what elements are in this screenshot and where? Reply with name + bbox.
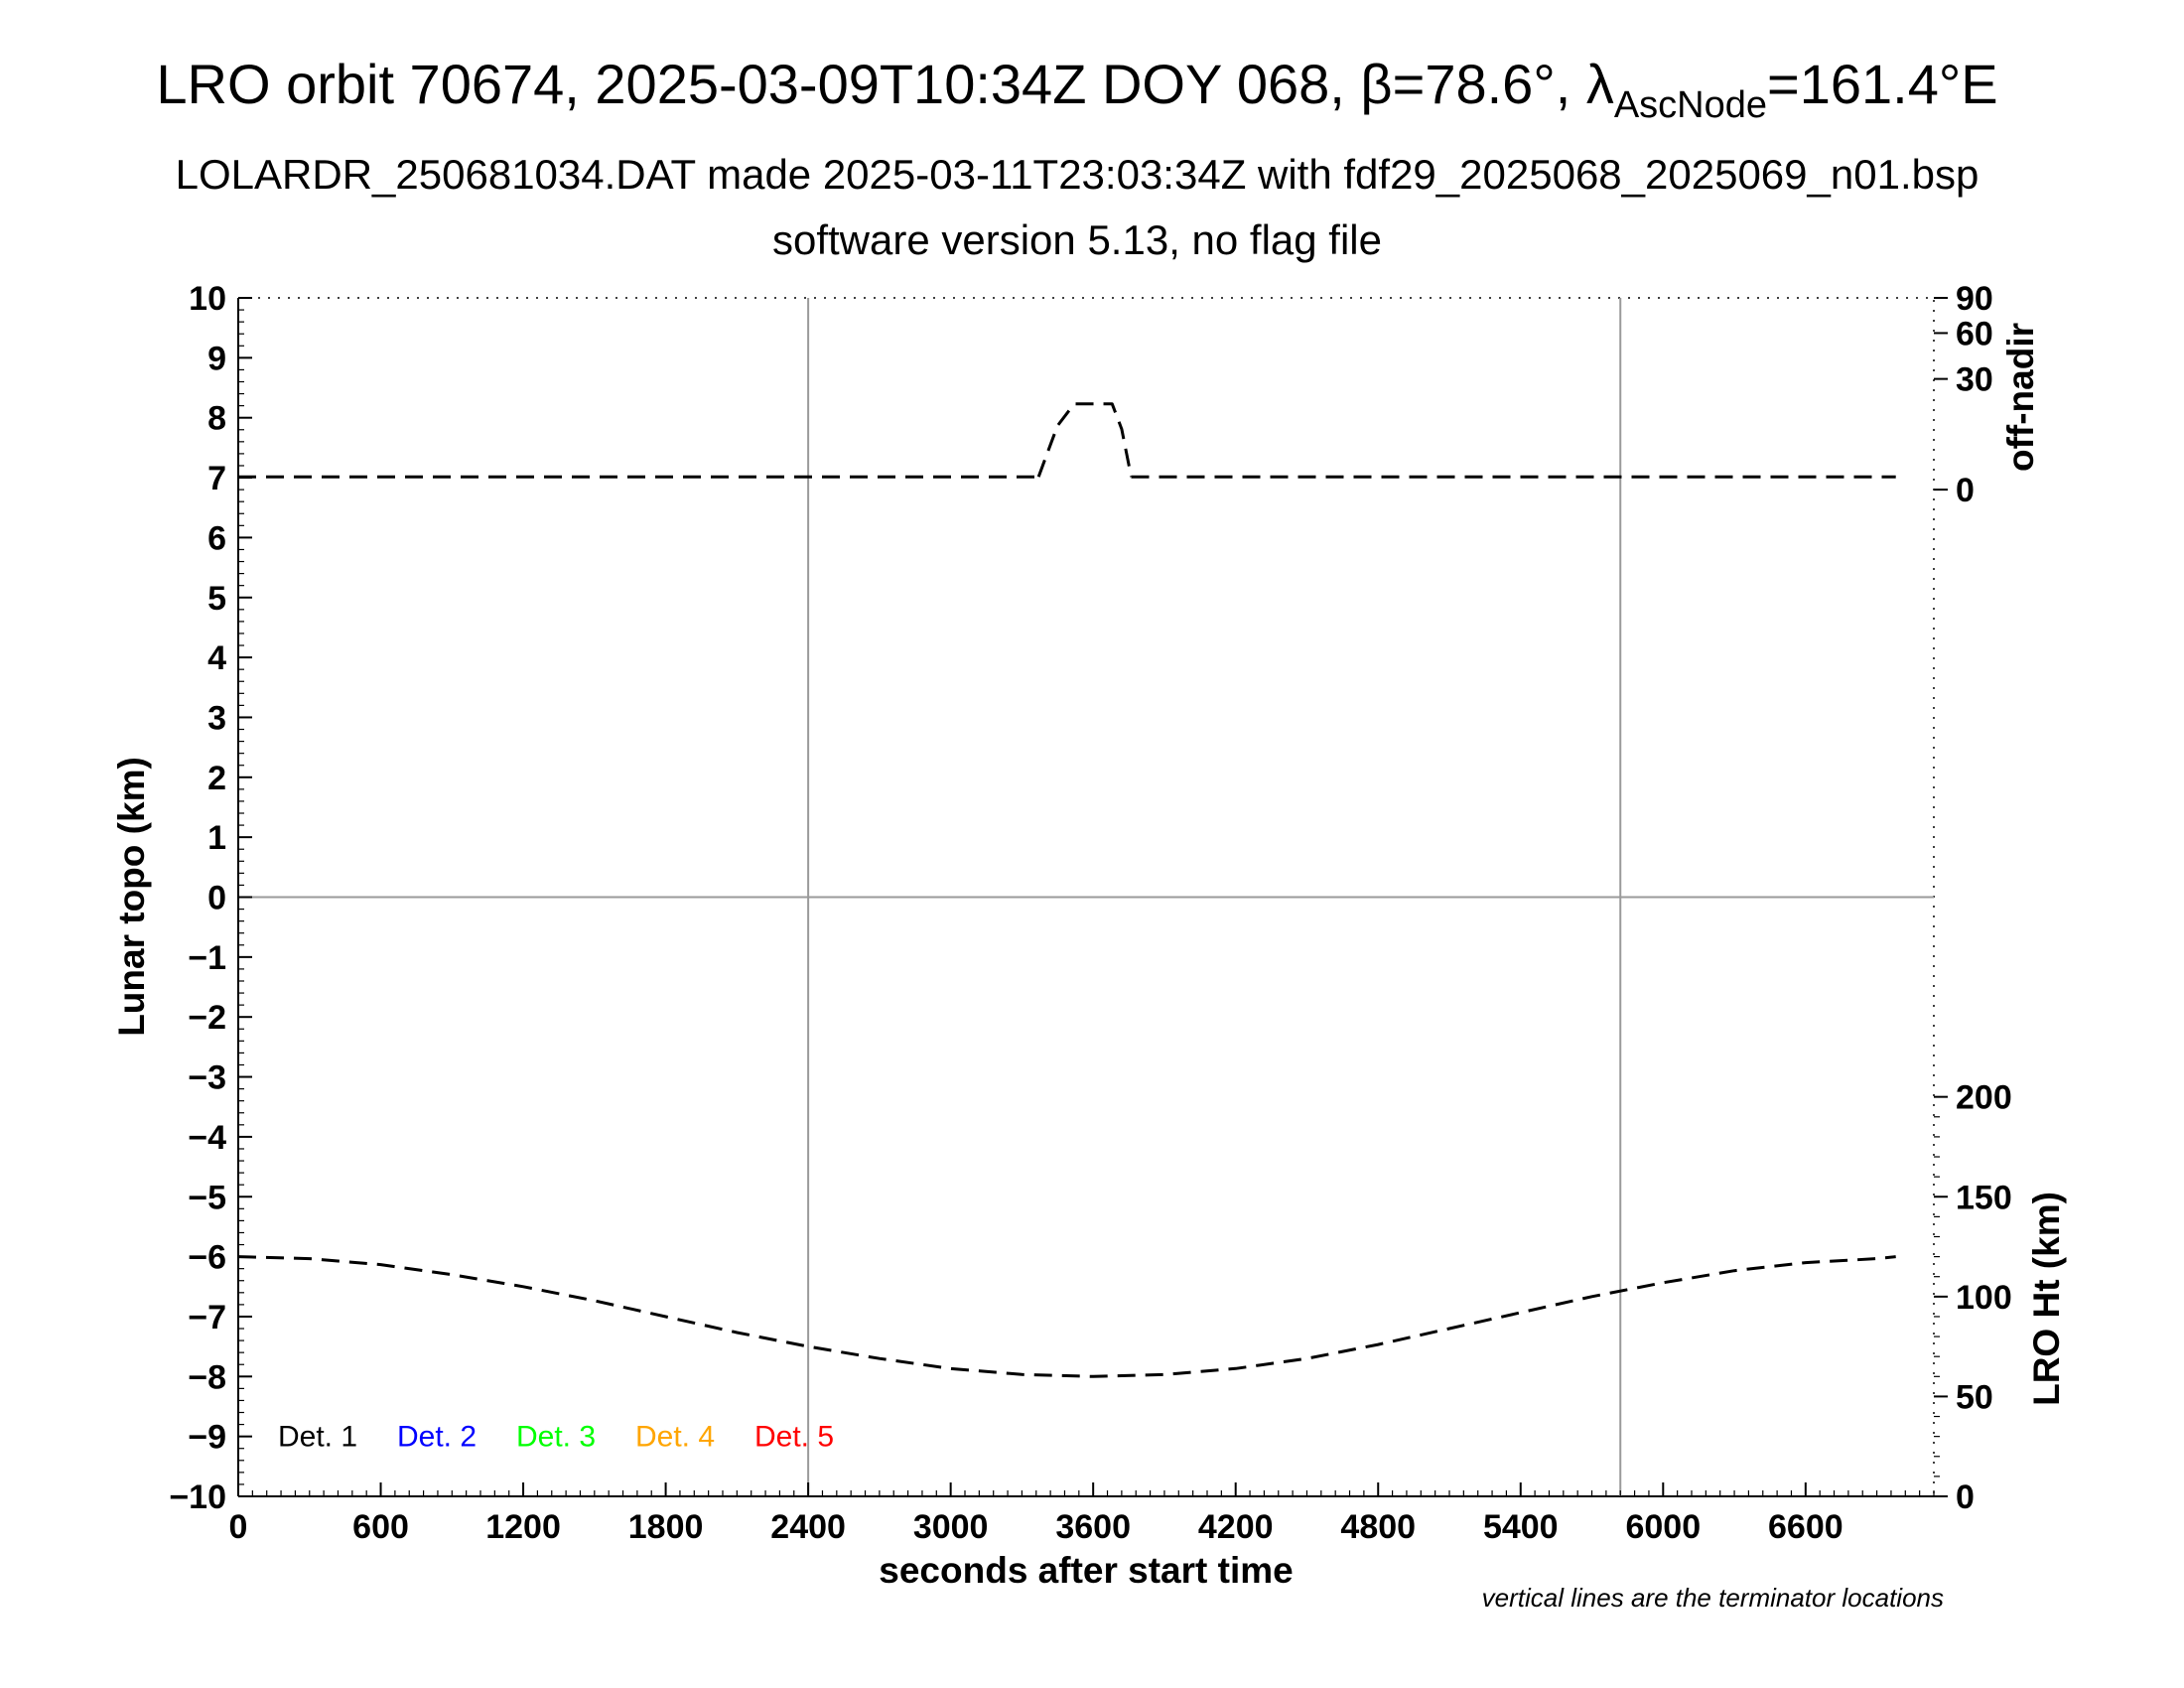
off-nadir-tick-label: 30 bbox=[1956, 361, 1993, 399]
off-nadir-axis-label: off-nadir bbox=[2000, 323, 2041, 472]
y-tick-label: −4 bbox=[188, 1119, 226, 1157]
grid-lines bbox=[238, 298, 1934, 1496]
x-tick-label: 1800 bbox=[628, 1508, 704, 1546]
y-axis-label: Lunar topo (km) bbox=[111, 757, 152, 1037]
legend-entry: Det. 2 bbox=[397, 1421, 477, 1454]
x-tick-label: 6000 bbox=[1625, 1508, 1701, 1546]
y-tick-label: 5 bbox=[207, 580, 226, 618]
chart-subtitle-software: software version 5.13, no flag file bbox=[772, 216, 1382, 263]
chart-title-main: LRO orbit 70674, 2025-03-09T10:34Z DOY 0… bbox=[156, 53, 1613, 115]
x-axis-label: seconds after start time bbox=[879, 1550, 1293, 1591]
y-tick-label: 3 bbox=[207, 699, 226, 737]
y-tick-label: −1 bbox=[188, 939, 226, 977]
y-tick-label: −7 bbox=[188, 1299, 226, 1336]
y-tick-label: −2 bbox=[188, 999, 226, 1037]
lro-height-axis-label: LRO Ht (km) bbox=[2026, 1192, 2067, 1406]
off-nadir-tick-label: 60 bbox=[1956, 315, 1993, 352]
off-nadir-tick-label: 90 bbox=[1956, 280, 1993, 318]
y-tick-label: 10 bbox=[189, 280, 226, 318]
legend-entry: Det. 4 bbox=[635, 1421, 715, 1454]
chart-title-suffix: =161.4°E bbox=[1767, 53, 1998, 115]
x-tick-label: 1200 bbox=[485, 1508, 561, 1546]
lro-height-tick-label: 100 bbox=[1956, 1279, 2012, 1317]
terminator-note: vertical lines are the terminator locati… bbox=[1482, 1583, 1944, 1613]
detector-legend: Det. 1 Det. 2 Det. 3 Det. 4 Det. 5 bbox=[278, 1421, 834, 1454]
y-tick-label: 0 bbox=[207, 880, 226, 917]
data-series bbox=[237, 402, 1896, 1378]
lro-height-tick-label: 150 bbox=[1956, 1179, 2012, 1216]
x-tick-label: 600 bbox=[352, 1508, 409, 1546]
y-tick-label: 8 bbox=[207, 400, 226, 438]
x-tick-label: 3600 bbox=[1055, 1508, 1131, 1546]
legend-entry: Det. 5 bbox=[754, 1421, 834, 1454]
axis-ticks: 0 600 1200 1800 2400 3000 3600 4200 4800 5400 6000… bbox=[169, 280, 2011, 1546]
y-tick-label: −3 bbox=[188, 1059, 226, 1097]
off-nadir-tick-label: 0 bbox=[1956, 472, 1975, 509]
lro-height-series bbox=[237, 1255, 1896, 1378]
y-tick-label: −5 bbox=[188, 1179, 226, 1216]
y-tick-label: 7 bbox=[207, 460, 226, 497]
chart-title: LRO orbit 70674, 2025-03-09T10:34Z DOY 0… bbox=[156, 53, 1997, 126]
y-tick-label: −10 bbox=[169, 1478, 226, 1516]
y-tick-label: 2 bbox=[207, 760, 226, 797]
x-tick-label: 0 bbox=[229, 1508, 248, 1546]
x-tick-label: 4200 bbox=[1198, 1508, 1274, 1546]
y-tick-label: 1 bbox=[207, 819, 226, 857]
x-tick-label: 6600 bbox=[1768, 1508, 1843, 1546]
lro-height-tick-label: 50 bbox=[1956, 1378, 1993, 1416]
x-tick-label: 4800 bbox=[1340, 1508, 1416, 1546]
legend-entry: Det. 1 bbox=[278, 1421, 357, 1454]
y-tick-label: −8 bbox=[188, 1358, 226, 1396]
y-tick-label: 4 bbox=[207, 639, 226, 677]
x-tick-label: 2400 bbox=[770, 1508, 846, 1546]
lro-height-tick-label: 200 bbox=[1956, 1079, 2012, 1117]
chart-title-subscript: AscNode bbox=[1614, 84, 1767, 126]
y-tick-label: −6 bbox=[188, 1239, 226, 1277]
y-tick-label: 6 bbox=[207, 519, 226, 557]
lro-height-tick-label: 0 bbox=[1956, 1478, 1975, 1516]
x-tick-label: 3000 bbox=[913, 1508, 989, 1546]
y-tick-label: −9 bbox=[188, 1419, 226, 1457]
x-tick-label: 5400 bbox=[1483, 1508, 1559, 1546]
legend-entry: Det. 3 bbox=[516, 1421, 596, 1454]
off-nadir-series bbox=[1036, 402, 1133, 478]
y-tick-label: 9 bbox=[207, 340, 226, 377]
chart-subtitle-file: LOLARDR_250681034.DAT made 2025-03-11T23… bbox=[176, 151, 1979, 198]
